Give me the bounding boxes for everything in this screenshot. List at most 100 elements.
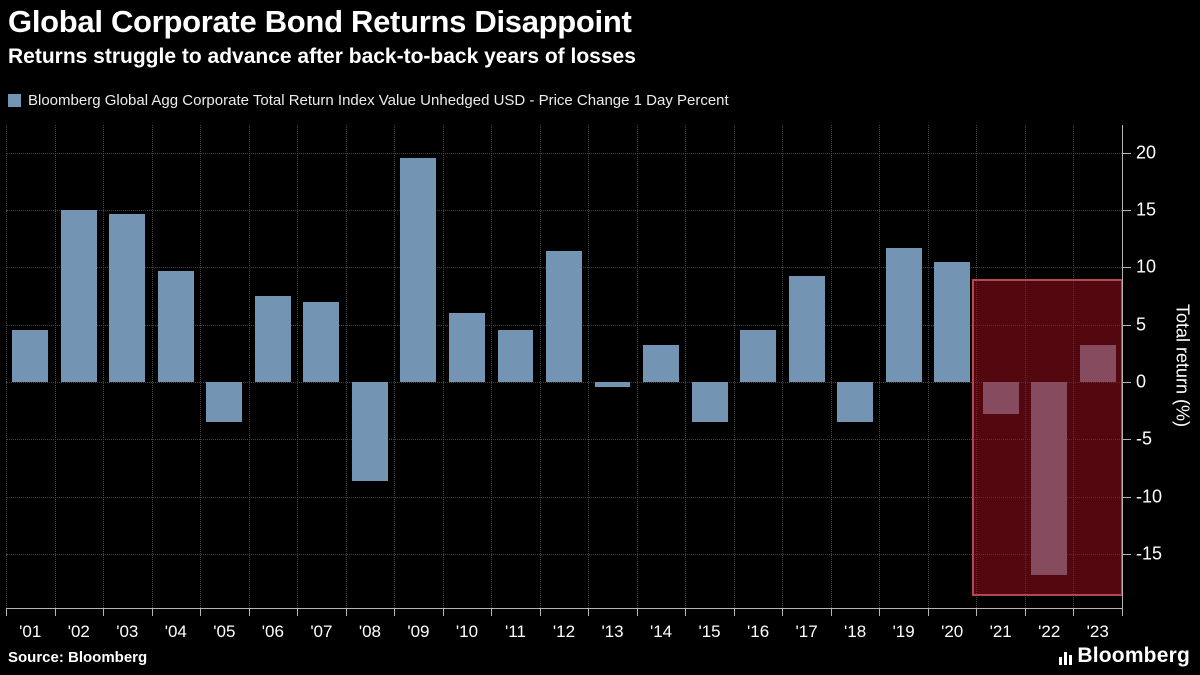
bar-07 (303, 301, 340, 382)
gridline-vertical (103, 125, 105, 608)
y-tick-mark (1122, 439, 1131, 441)
x-tick-mark (54, 608, 56, 616)
x-tick-mark (879, 608, 881, 616)
gridline-vertical (248, 125, 250, 608)
y-axis-line (1122, 125, 1123, 608)
x-tick-label: '23 (1086, 622, 1109, 641)
x-tick-mark (248, 608, 250, 616)
y-tick-mark (1122, 152, 1131, 154)
gridline-vertical (782, 125, 784, 608)
y-tick-mark (1122, 267, 1131, 269)
gridline-horizontal (6, 439, 1122, 441)
bar-12 (546, 251, 582, 382)
x-tick-mark (491, 608, 493, 616)
x-tick-label: '11 (505, 622, 526, 641)
gridline-vertical (442, 125, 444, 608)
x-tick-label: '17 (795, 622, 818, 641)
bar-18 (837, 381, 874, 423)
legend: Bloomberg Global Agg Corporate Total Ret… (8, 92, 729, 109)
gridline-vertical (830, 125, 832, 608)
gridline-vertical (200, 125, 202, 608)
chart-title: Global Corporate Bond Returns Disappoint (8, 4, 632, 39)
x-tick-mark (1024, 608, 1026, 616)
x-tick-label: '18 (844, 622, 867, 641)
x-tick-label: '14 (649, 622, 673, 641)
x-tick-mark (6, 608, 7, 616)
gridline-vertical (636, 125, 638, 608)
legend-label: Bloomberg Global Agg Corporate Total Ret… (28, 92, 729, 109)
bar-10 (449, 313, 485, 382)
gridline-vertical (685, 125, 687, 608)
gridline-vertical (345, 125, 347, 608)
y-tick-mark (1122, 496, 1131, 498)
gridline-vertical (6, 125, 7, 608)
gridline-vertical (54, 125, 56, 608)
bar-04 (157, 270, 194, 382)
gridline-horizontal (6, 152, 1122, 154)
x-tick-mark (1122, 608, 1123, 616)
gridline-vertical (297, 125, 299, 608)
bar-01 (12, 330, 49, 382)
x-axis-line (6, 608, 1122, 609)
x-tick-mark (151, 608, 153, 616)
x-tick-mark (782, 608, 784, 616)
x-tick-mark (588, 608, 590, 616)
x-tick-mark (297, 608, 299, 616)
x-tick-label: '10 (455, 622, 479, 641)
x-tick-label: '06 (261, 622, 284, 641)
x-tick-label: '13 (601, 622, 624, 641)
x-tick-label: '08 (358, 622, 381, 641)
x-tick-mark (733, 608, 735, 616)
y-tick-mark (1122, 209, 1131, 211)
gridline-vertical (539, 125, 541, 608)
y-axis-title: Total return (%) (1172, 303, 1193, 428)
gridline-vertical (394, 125, 396, 608)
x-tick-label: '07 (310, 622, 333, 641)
x-tick-label: '03 (116, 622, 139, 641)
x-tick-label: '19 (892, 622, 915, 641)
x-tick-mark (539, 608, 541, 616)
x-tick-mark (636, 608, 638, 616)
highlight-region (972, 278, 1123, 596)
x-tick-mark (103, 608, 105, 616)
x-tick-label: '05 (213, 622, 236, 641)
bar-16 (740, 330, 777, 382)
bar-13 (594, 381, 631, 387)
bar-14 (643, 345, 679, 382)
x-tick-label: '02 (67, 622, 90, 641)
bar-19 (885, 247, 922, 382)
y-tick-label: 5 (1136, 314, 1147, 335)
bloomberg-logo: Bloomberg (1059, 644, 1190, 668)
x-tick-mark (976, 608, 978, 616)
x-tick-label: '09 (407, 622, 430, 641)
gridline-horizontal (6, 381, 1122, 383)
x-tick-label: '16 (747, 622, 770, 641)
x-tick-mark (685, 608, 687, 616)
bloomberg-logo-icon (1059, 649, 1073, 665)
y-tick-label: -5 (1136, 428, 1153, 449)
y-tick-label: 15 (1136, 199, 1157, 220)
y-tick-label: 20 (1136, 142, 1157, 163)
gridline-horizontal (6, 496, 1122, 498)
x-tick-label: '20 (941, 622, 964, 641)
bar-17 (788, 276, 825, 382)
x-tick-mark (200, 608, 202, 616)
x-tick-label: '22 (1038, 622, 1061, 641)
bar-03 (109, 214, 146, 382)
gridline-horizontal (6, 209, 1122, 211)
bar-15 (691, 381, 728, 423)
bar-02 (60, 209, 97, 382)
gridline-vertical (879, 125, 881, 608)
x-tick-mark (345, 608, 347, 616)
gridline-horizontal (6, 554, 1122, 556)
gridline-vertical (491, 125, 493, 608)
x-tick-label: '12 (552, 622, 576, 641)
x-tick-mark (830, 608, 832, 616)
x-tick-label: '04 (164, 622, 187, 641)
gridline-vertical (151, 125, 153, 608)
y-tick-mark (1122, 554, 1131, 556)
y-tick-label: 10 (1136, 256, 1157, 277)
y-tick-label: -10 (1136, 486, 1163, 507)
chart-subtitle: Returns struggle to advance after back-t… (8, 45, 636, 68)
